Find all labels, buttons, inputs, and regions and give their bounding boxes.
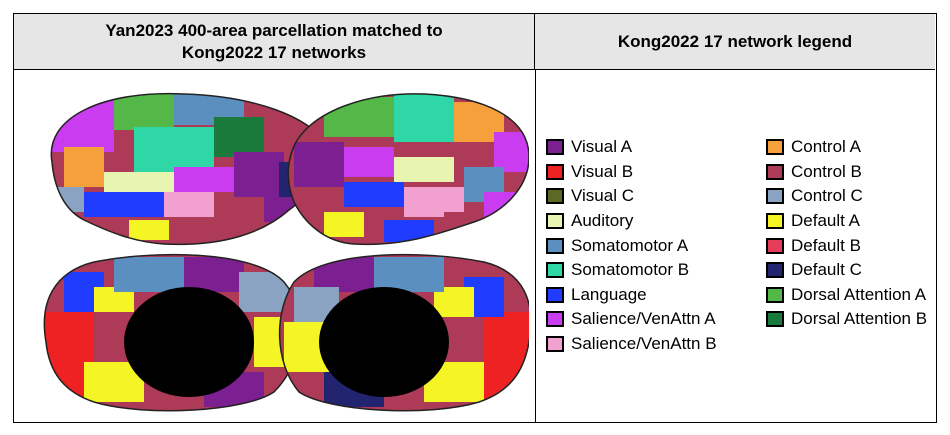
- legend-swatch: [766, 188, 784, 205]
- legend-item-dorsal-attention-a: Dorsal Attention A: [766, 283, 927, 308]
- legend-label: Control B: [791, 161, 862, 181]
- legend-item-default-a: Default A: [766, 209, 927, 234]
- brain-parcellation-image: [43, 92, 529, 412]
- legend-label: Salience/VenAttn A: [571, 309, 716, 329]
- legend-swatch: [766, 311, 784, 328]
- legend-label: Dorsal Attention A: [791, 284, 927, 304]
- left-header: Yan2023 400-area parcellation matched to…: [14, 14, 535, 70]
- column-divider: [535, 70, 536, 422]
- legend-swatch: [766, 163, 784, 180]
- legend-column-1: Visual A Visual B Visual C Auditory Soma…: [546, 135, 717, 356]
- legend-label: Auditory: [571, 211, 634, 231]
- legend-swatch: [546, 237, 564, 254]
- legend-label: Salience/VenAttn B: [571, 334, 717, 354]
- legend-label: Somatomotor A: [571, 235, 689, 255]
- legend-item-default-c: Default C: [766, 258, 927, 283]
- left-medial-view: [44, 254, 301, 411]
- legend-item-language: Language: [546, 283, 717, 308]
- legend-swatch: [766, 213, 784, 230]
- legend-item-control-b: Control B: [766, 160, 927, 185]
- legend-item-visual-c: Visual C: [546, 184, 717, 209]
- legend-swatch: [546, 139, 564, 156]
- right-medial-view: [279, 254, 529, 411]
- legend-label: Default B: [791, 235, 861, 255]
- legend-swatch: [546, 213, 564, 230]
- legend-item-dorsal-attention-b: Dorsal Attention B: [766, 307, 927, 332]
- legend-label: Control C: [791, 186, 863, 206]
- legend-swatch: [546, 336, 564, 353]
- legend-swatch: [766, 286, 784, 303]
- legend-label: Default A: [791, 211, 860, 231]
- legend-swatch: [546, 262, 564, 279]
- legend-item-salience-a: Salience/VenAttn A: [546, 307, 717, 332]
- right-lateral-view: [288, 93, 529, 245]
- legend-label: Visual B: [571, 161, 634, 181]
- legend-item-somatomotor-a: Somatomotor A: [546, 233, 717, 258]
- legend-item-salience-b: Salience/VenAttn B: [546, 332, 717, 357]
- legend-label: Language: [571, 284, 647, 304]
- legend-label: Control A: [791, 137, 861, 157]
- legend-swatch: [766, 139, 784, 156]
- legend-column-2: Control A Control B Control C Default A …: [766, 135, 927, 332]
- legend-swatch: [546, 188, 564, 205]
- legend-item-control-c: Control C: [766, 184, 927, 209]
- legend-item-auditory: Auditory: [546, 209, 717, 234]
- legend-swatch: [546, 311, 564, 328]
- legend-item-visual-a: Visual A: [546, 135, 717, 160]
- legend-label: Visual C: [571, 186, 634, 206]
- legend-item-default-b: Default B: [766, 233, 927, 258]
- left-header-line-1: Yan2023 400-area parcellation matched to: [105, 20, 443, 40]
- figure-table: Yan2023 400-area parcellation matched to…: [13, 13, 937, 423]
- legend-label: Dorsal Attention B: [791, 309, 928, 329]
- right-header: Kong2022 17 network legend: [535, 14, 935, 70]
- legend-swatch: [766, 262, 784, 279]
- legend-item-control-a: Control A: [766, 135, 927, 160]
- legend-label: Somatomotor B: [571, 260, 690, 280]
- legend-swatch: [546, 286, 564, 303]
- legend-label: Default C: [791, 260, 862, 280]
- legend-swatch: [766, 237, 784, 254]
- legend-swatch: [546, 163, 564, 180]
- legend-label: Visual A: [571, 137, 633, 157]
- legend-item-somatomotor-b: Somatomotor B: [546, 258, 717, 283]
- left-header-line-2: Kong2022 17 networks: [181, 42, 367, 62]
- legend-item-visual-b: Visual B: [546, 160, 717, 185]
